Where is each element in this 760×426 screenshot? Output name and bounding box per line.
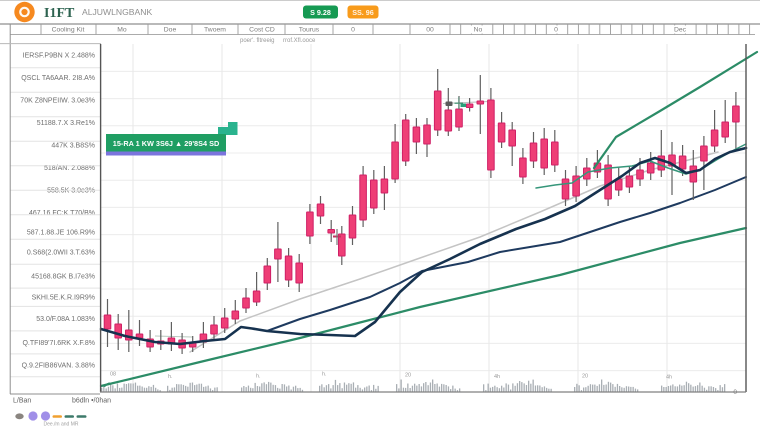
svg-text:70K Z8NPEIIW. 3.0e3%: 70K Z8NPEIIW. 3.0e3% bbox=[20, 98, 95, 105]
svg-text:0: 0 bbox=[554, 27, 558, 34]
svg-text:Cost CD: Cost CD bbox=[249, 27, 275, 34]
svg-text:Mo: Mo bbox=[117, 27, 127, 34]
svg-text:Twoem: Twoem bbox=[204, 27, 226, 34]
svg-text:4h: 4h bbox=[666, 375, 672, 381]
svg-text:15-RA 1 KW 3S6J ▲ 29'8S4 SD: 15-RA 1 KW 3S6J ▲ 29'8S4 SD bbox=[113, 139, 219, 148]
svg-text:No: No bbox=[474, 27, 483, 34]
svg-text:h.: h. bbox=[168, 374, 173, 380]
svg-text:Doe: Doe bbox=[164, 27, 177, 34]
svg-text:Cooling Kit: Cooling Kit bbox=[52, 27, 85, 34]
svg-text:S 9.28: S 9.28 bbox=[310, 8, 331, 17]
svg-text:IERSF.P9BN X 2.488%: IERSF.P9BN X 2.488% bbox=[23, 53, 95, 60]
svg-text:h.: h. bbox=[322, 372, 327, 378]
svg-text:4h: 4h bbox=[494, 374, 500, 380]
svg-text:h.: h. bbox=[256, 373, 261, 379]
svg-text:558.5K 3.0e3%: 558.5K 3.0e3% bbox=[47, 188, 95, 195]
svg-text:I1FT: I1FT bbox=[44, 6, 75, 21]
svg-text:0: 0 bbox=[351, 27, 355, 34]
svg-text:ALJUWLNGBANK: ALJUWLNGBANK bbox=[82, 7, 152, 17]
svg-text:b6dln •/0han: b6dln •/0han bbox=[72, 398, 111, 405]
svg-text:Tourus: Tourus bbox=[299, 27, 320, 34]
svg-text:Dee./m and MR: Dee./m and MR bbox=[43, 422, 78, 426]
svg-text:rrof.Xfl.ooce: rrof.Xfl.ooce bbox=[283, 38, 316, 44]
svg-text:53.0/F.08A 1.083%: 53.0/F.08A 1.083% bbox=[36, 316, 95, 323]
svg-text:SS. 96: SS. 96 bbox=[352, 8, 374, 17]
svg-text:SKHI.5E.K.R.I9R9%: SKHI.5E.K.R.I9R9% bbox=[32, 295, 95, 302]
svg-text:447K 3.B8S%: 447K 3.B8S% bbox=[51, 143, 95, 150]
svg-text:Q.TFI89'7I.6RK X.F.8%: Q.TFI89'7I.6RK X.F.8% bbox=[22, 340, 95, 347]
svg-text:poer'. fltreeig: poer'. fltreeig bbox=[240, 38, 275, 44]
svg-text:51188.7.X 3.Re1%: 51188.7.X 3.Re1% bbox=[37, 120, 95, 127]
svg-text:Q.9.2FIB86VAN. 3.88%: Q.9.2FIB86VAN. 3.88% bbox=[22, 363, 95, 370]
svg-text:Dec: Dec bbox=[674, 27, 687, 34]
svg-text:518/AN. 2.088%: 518/AN. 2.088% bbox=[44, 165, 95, 172]
svg-text:467.16 FC:K T70/B%: 467.16 FC:K T70/B% bbox=[29, 210, 95, 217]
svg-text:20: 20 bbox=[582, 374, 588, 380]
svg-text:00: 00 bbox=[426, 27, 434, 34]
svg-text:QSCL TA6AAR. 2I8.A%: QSCL TA6AAR. 2I8.A% bbox=[21, 75, 95, 82]
svg-text:L/Ban: L/Ban bbox=[13, 398, 31, 405]
svg-text:20: 20 bbox=[405, 372, 411, 378]
svg-text:08: 08 bbox=[110, 372, 116, 378]
svg-text:587.1.88.JE 106.R9%: 587.1.88.JE 106.R9% bbox=[27, 230, 95, 237]
svg-text:0.S68(2.0WII 3.T.63%: 0.S68(2.0WII 3.T.63% bbox=[27, 250, 95, 257]
svg-text:0: 0 bbox=[733, 389, 737, 396]
svg-text:45168.8GK B.I7e3%: 45168.8GK B.I7e3% bbox=[31, 274, 95, 281]
